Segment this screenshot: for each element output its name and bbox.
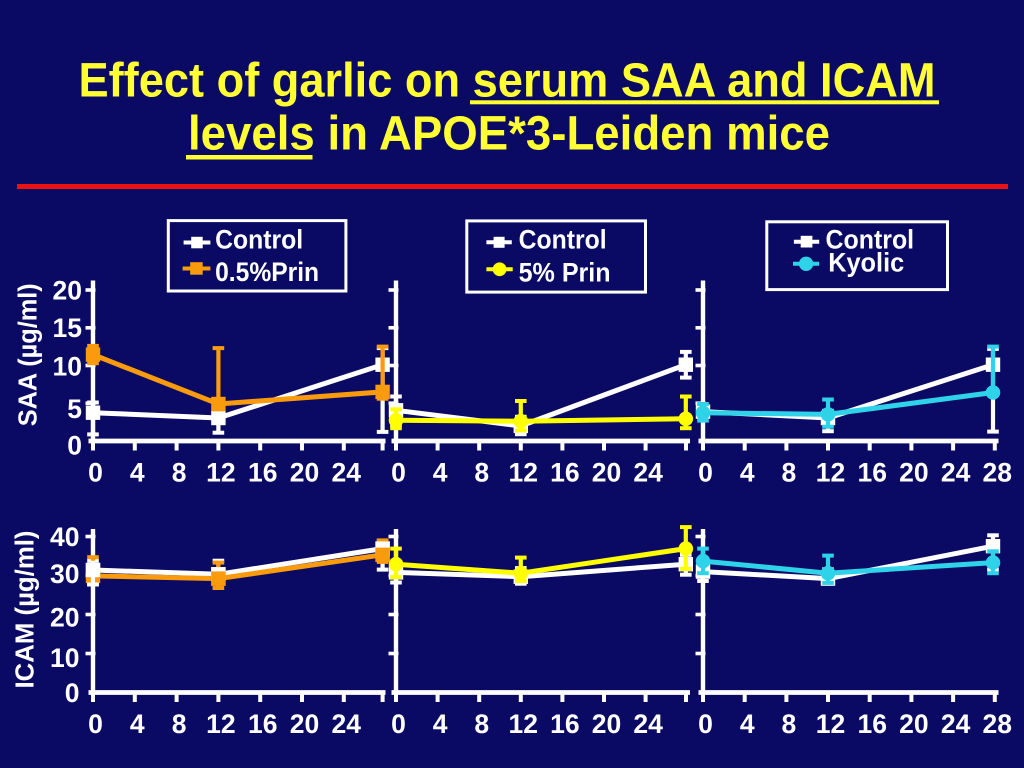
svg-text:8: 8 bbox=[172, 458, 187, 488]
svg-text:0: 0 bbox=[88, 458, 103, 488]
svg-text:10: 10 bbox=[53, 352, 82, 382]
svg-text:0: 0 bbox=[67, 431, 82, 461]
svg-text:20: 20 bbox=[53, 276, 82, 306]
svg-text:0: 0 bbox=[391, 709, 406, 739]
svg-text:10: 10 bbox=[50, 643, 79, 673]
svg-text:4: 4 bbox=[433, 458, 448, 488]
svg-text:8: 8 bbox=[782, 458, 797, 488]
svg-text:30: 30 bbox=[50, 559, 79, 589]
svg-text:SAA (µg/ml): SAA (µg/ml) bbox=[14, 283, 42, 426]
svg-text:20: 20 bbox=[50, 603, 79, 633]
svg-text:16: 16 bbox=[248, 458, 277, 488]
svg-text:20: 20 bbox=[592, 458, 621, 488]
svg-text:12: 12 bbox=[509, 709, 538, 739]
svg-text:12: 12 bbox=[206, 709, 235, 739]
svg-text:0.5%Prin: 0.5%Prin bbox=[215, 257, 319, 287]
svg-text:12: 12 bbox=[206, 458, 235, 488]
svg-text:24: 24 bbox=[332, 709, 362, 739]
svg-text:12: 12 bbox=[816, 709, 845, 739]
svg-text:0: 0 bbox=[698, 458, 713, 488]
svg-text:8: 8 bbox=[782, 709, 797, 739]
svg-text:20: 20 bbox=[290, 458, 319, 488]
svg-text:0: 0 bbox=[698, 709, 713, 739]
svg-text:0: 0 bbox=[65, 678, 80, 708]
svg-text:16: 16 bbox=[550, 458, 579, 488]
svg-text:Control: Control bbox=[826, 224, 915, 254]
svg-text:24: 24 bbox=[941, 458, 971, 488]
svg-text:16: 16 bbox=[248, 709, 277, 739]
svg-text:Kyolic: Kyolic bbox=[828, 248, 904, 278]
svg-text:16: 16 bbox=[550, 709, 579, 739]
svg-text:20: 20 bbox=[592, 709, 621, 739]
svg-text:4: 4 bbox=[740, 709, 755, 739]
svg-text:8: 8 bbox=[172, 709, 187, 739]
svg-text:Control: Control bbox=[215, 225, 303, 255]
svg-text:levels in APOE*3-Leiden mice: levels in APOE*3-Leiden mice bbox=[188, 108, 830, 161]
svg-text:4: 4 bbox=[130, 458, 145, 488]
svg-text:24: 24 bbox=[332, 458, 362, 488]
svg-text:5% Prin: 5% Prin bbox=[519, 258, 611, 288]
svg-text:24: 24 bbox=[633, 458, 663, 488]
svg-text:24: 24 bbox=[941, 709, 971, 739]
svg-text:0: 0 bbox=[88, 709, 103, 739]
svg-text:8: 8 bbox=[474, 709, 489, 739]
svg-text:4: 4 bbox=[130, 709, 145, 739]
svg-text:5: 5 bbox=[67, 394, 82, 424]
svg-text:12: 12 bbox=[509, 458, 538, 488]
svg-text:16: 16 bbox=[857, 709, 886, 739]
svg-text:40: 40 bbox=[50, 522, 79, 552]
svg-text:4: 4 bbox=[740, 458, 755, 488]
svg-text:15: 15 bbox=[53, 313, 82, 343]
svg-text:ICAM (µg/ml): ICAM (µg/ml) bbox=[12, 531, 40, 689]
svg-text:Control: Control bbox=[519, 225, 607, 255]
svg-text:4: 4 bbox=[433, 709, 448, 739]
svg-text:Effect of garlic on serum SAA: Effect of garlic on serum SAA and ICAM bbox=[79, 54, 936, 107]
svg-text:12: 12 bbox=[816, 458, 845, 488]
svg-text:28: 28 bbox=[983, 458, 1012, 488]
svg-text:20: 20 bbox=[899, 709, 928, 739]
svg-text:20: 20 bbox=[899, 458, 928, 488]
svg-text:24: 24 bbox=[633, 709, 663, 739]
svg-text:8: 8 bbox=[474, 458, 489, 488]
svg-text:20: 20 bbox=[290, 709, 319, 739]
svg-text:16: 16 bbox=[857, 458, 886, 488]
svg-text:0: 0 bbox=[391, 458, 406, 488]
svg-text:28: 28 bbox=[983, 709, 1012, 739]
